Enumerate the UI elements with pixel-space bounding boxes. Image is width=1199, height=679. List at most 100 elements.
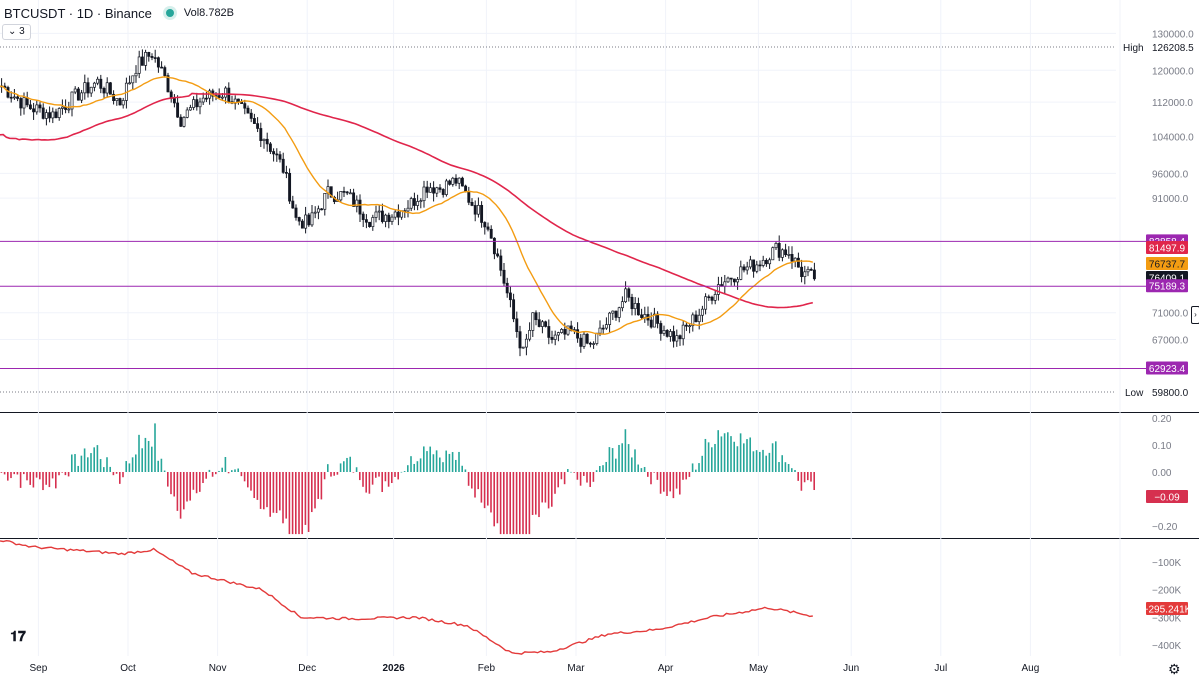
hist-bar [330, 472, 332, 477]
candle-body [624, 288, 628, 303]
tradingview-logo-icon[interactable]: 𝟏𝟕 [10, 628, 26, 644]
y-tick-label: 96000.0 [1152, 169, 1189, 180]
hist-bar [474, 472, 476, 498]
x-tick-label: Nov [209, 663, 227, 674]
candle-body [115, 98, 119, 102]
candle-body [377, 210, 381, 213]
ma-slow-line [0, 92, 813, 309]
indicators-toggle[interactable]: ⌄ 3 [2, 24, 31, 40]
candle-body [476, 204, 480, 215]
candle-body [752, 259, 756, 272]
cum-y-tick: −400K [1152, 641, 1182, 652]
hist-bar [151, 446, 153, 472]
y-tick-label: 130000.0 [1152, 29, 1194, 40]
candle-body [425, 186, 429, 193]
hist-bar [275, 472, 278, 514]
hist-bar [147, 440, 150, 472]
hist-bar [771, 443, 774, 472]
hist-bar [103, 467, 105, 472]
hist-bar [557, 472, 559, 488]
candle-body [540, 321, 544, 327]
candle-body [537, 319, 541, 327]
hist-bar [381, 472, 383, 493]
candle-body [742, 266, 746, 271]
candle-body [460, 177, 464, 187]
candle-body [419, 200, 423, 203]
hist-bar [464, 469, 467, 472]
candle-body [755, 264, 759, 272]
candle-body [579, 337, 583, 347]
candle-body [780, 249, 784, 258]
candle-body [643, 314, 647, 318]
candle-body [428, 187, 432, 193]
candle-body [598, 327, 602, 334]
candle-body [256, 123, 260, 129]
hist-bar [429, 446, 431, 472]
candle-body [585, 333, 589, 344]
cum-y-tick: −100K [1152, 558, 1182, 569]
hist-bar [410, 456, 412, 472]
y-tick-label: 91000.0 [1152, 194, 1189, 205]
candle-body [694, 314, 698, 323]
hist-bar [467, 472, 470, 486]
candle-body [560, 329, 564, 333]
candle-body [457, 177, 461, 184]
candle-body [416, 201, 420, 206]
candle-body [556, 332, 560, 336]
candle-body [246, 107, 250, 114]
hist-bar [122, 472, 124, 478]
hist-bar [727, 432, 729, 472]
candle-body [614, 310, 618, 318]
cum-last-label: −295.241K [1143, 605, 1192, 616]
symbol-title[interactable]: BTCUSDT · 1D · Binance [4, 5, 152, 21]
candle-body [19, 98, 23, 109]
candle-body [806, 268, 810, 273]
candle-body [480, 204, 484, 223]
hist-bar [608, 447, 611, 472]
candle-body [83, 82, 87, 94]
hist-bar [58, 472, 60, 476]
hist-bar [669, 472, 671, 492]
hist-bar [317, 472, 319, 499]
hist-bar [90, 453, 92, 472]
candle-body [777, 243, 781, 258]
hist-bar [749, 437, 751, 472]
last-price-label: 76409.1 [1149, 274, 1186, 285]
hist-bar [304, 472, 307, 525]
hist-bar [733, 441, 735, 472]
gear-icon[interactable]: ⚙ [1168, 661, 1181, 677]
candle-body [704, 296, 708, 310]
indicator-count: 3 [19, 26, 25, 37]
hist-bar [320, 472, 323, 500]
candle-body [528, 330, 532, 340]
hist-bar [397, 472, 399, 480]
hist-bar [109, 466, 111, 472]
candle-body [364, 219, 368, 223]
hist-bar [285, 472, 287, 519]
candle-body [512, 299, 516, 320]
hist-bar [51, 472, 54, 479]
chart-header: BTCUSDT · 1D · Binance Vol8.782B [4, 4, 234, 22]
hist-bar [423, 446, 425, 472]
candle-body [649, 319, 653, 328]
hist-bar [695, 469, 697, 472]
hist-bar [522, 472, 524, 535]
hist-bar [579, 472, 582, 486]
low-label: Low [1125, 388, 1144, 399]
chevron-down-icon: ⌄ [8, 26, 20, 37]
hist-bar [739, 433, 742, 472]
hist-bar [391, 472, 393, 484]
hist-bar [416, 461, 419, 472]
scroll-handle-icon[interactable]: › [1191, 306, 1199, 324]
candle-body [105, 82, 109, 94]
hist-bar [19, 472, 22, 488]
hist-y-tick: −0.20 [1152, 522, 1178, 533]
candle-body [259, 128, 263, 141]
candle-body [800, 266, 804, 277]
candle-body [678, 335, 682, 340]
ma-slow-label-bg [1146, 241, 1188, 254]
hist-bar [656, 472, 659, 480]
candle-body [361, 213, 365, 220]
hist-bar [778, 462, 780, 472]
